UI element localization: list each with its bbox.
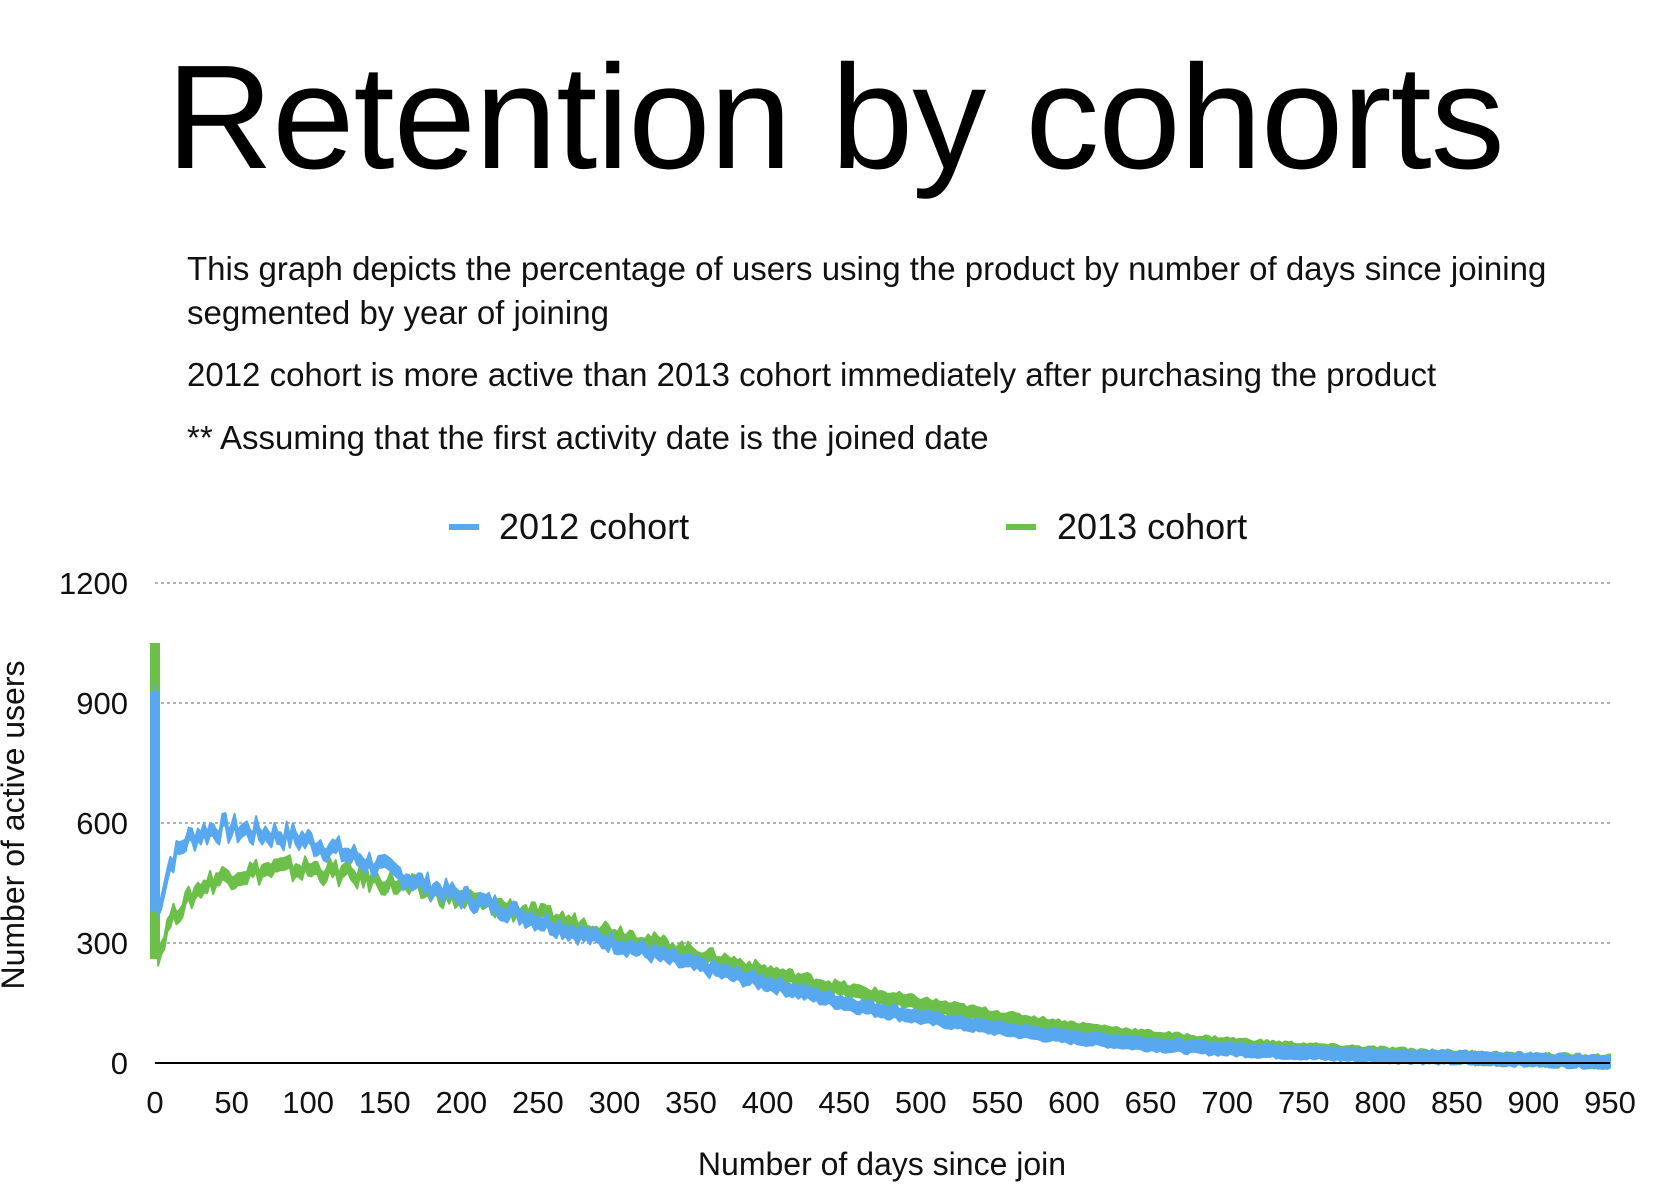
y-tick-label-900: 900 — [76, 686, 128, 721]
x-tick-label-400: 400 — [742, 1085, 794, 1120]
x-tick-label-50: 50 — [214, 1085, 248, 1120]
page-title: Retention by cohorts — [166, 35, 1504, 200]
legend-label-2012-cohort: 2012 cohort — [499, 506, 689, 547]
x-tick-label-150: 150 — [359, 1085, 411, 1120]
description-line-2: 2012 cohort is more active than 2013 coh… — [187, 356, 1437, 393]
x-tick-label-900: 900 — [1508, 1085, 1560, 1120]
x-tick-label-0: 0 — [146, 1085, 163, 1120]
x-tick-label-800: 800 — [1354, 1085, 1406, 1120]
y-tick-label-0: 0 — [111, 1046, 128, 1081]
x-axis-ticks: 0 50 100 150 200 250 300 350 400 450 500 550 600 650 7… — [146, 1085, 1635, 1120]
legend-label-2013-cohort: 2013 cohort — [1057, 506, 1247, 547]
x-tick-label-450: 450 — [818, 1085, 870, 1120]
x-tick-label-950: 950 — [1584, 1085, 1636, 1120]
x-tick-label-550: 550 — [972, 1085, 1024, 1120]
y-tick-label-1200: 1200 — [59, 566, 128, 601]
series-band-2012-cohort — [154, 684, 1611, 1070]
x-tick-label-650: 650 — [1125, 1085, 1177, 1120]
y-axis-ticks: 0 300 600 900 1200 — [59, 566, 128, 1081]
chart-grid — [155, 582, 1610, 944]
description-line-3: ** Assuming that the first activity date… — [187, 419, 989, 456]
x-tick-label-700: 700 — [1201, 1085, 1253, 1120]
x-tick-label-600: 600 — [1048, 1085, 1100, 1120]
x-tick-label-500: 500 — [895, 1085, 947, 1120]
x-tick-label-200: 200 — [435, 1085, 487, 1120]
chart-legend: 2012 cohort 2013 cohort — [449, 506, 1247, 547]
x-tick-label-850: 850 — [1431, 1085, 1483, 1120]
x-tick-label-350: 350 — [665, 1085, 717, 1120]
x-tick-label-100: 100 — [282, 1085, 334, 1120]
y-tick-label-600: 600 — [76, 806, 128, 841]
x-tick-label-300: 300 — [589, 1085, 641, 1120]
y-axis-label: Number of active users — [0, 660, 31, 989]
description-line-1: This graph depicts the percentage of use… — [187, 250, 1547, 331]
x-tick-label-750: 750 — [1278, 1085, 1330, 1120]
y-tick-label-300: 300 — [76, 926, 128, 961]
chart-series — [150, 643, 1611, 1070]
x-axis-label: Number of days since join — [698, 1146, 1066, 1182]
x-tick-label-250: 250 — [512, 1085, 564, 1120]
